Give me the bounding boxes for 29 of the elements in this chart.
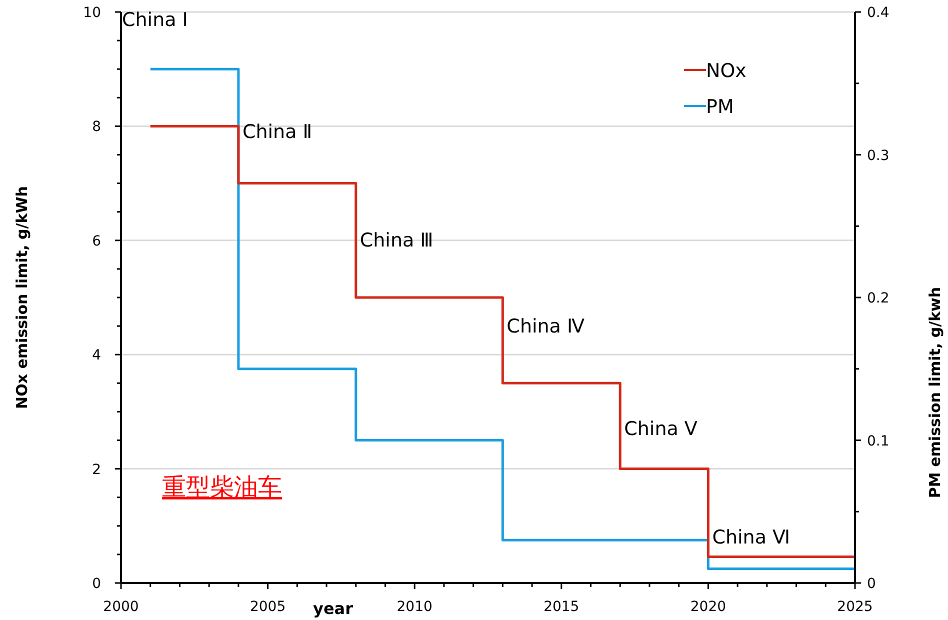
y-tick-label: 10 xyxy=(83,5,101,21)
y2-axis-title: PM emission limit, g/kwh xyxy=(926,286,944,498)
y-tick-label: 8 xyxy=(92,119,101,136)
annotation: China Ⅳ xyxy=(506,315,585,338)
y-tick-label: 0 xyxy=(92,576,101,592)
x-tick-label: 2015 xyxy=(544,599,580,615)
x-tick-label: 2010 xyxy=(396,599,432,615)
y-axis-title: NOx emission limit, g/kWh xyxy=(13,186,31,409)
y2-tick-label: 0.3 xyxy=(867,148,890,164)
y2-tick-label: 0.4 xyxy=(867,5,890,21)
x-tick-label: 2005 xyxy=(250,599,286,615)
y-tick-label: 4 xyxy=(92,348,102,364)
y-tick-label: 6 xyxy=(92,233,102,250)
annotation: 重型柴油车 xyxy=(162,473,282,501)
y2-tick-label: 0.2 xyxy=(867,290,890,306)
annotation: China Ⅱ xyxy=(242,121,312,144)
x-tick-label: 2020 xyxy=(690,599,726,615)
legend-label: PM xyxy=(706,96,734,118)
y-tick-label: 2 xyxy=(92,462,101,478)
y2-tick-label: 0.1 xyxy=(867,433,890,450)
x-axis-title: year xyxy=(313,599,354,618)
annotation: China Ⅵ xyxy=(712,526,790,549)
annotation: China Ⅴ xyxy=(624,418,698,440)
x-tick-label: 2025 xyxy=(837,599,873,615)
y2-tick-label: 0 xyxy=(867,576,876,592)
legend-label: NOx xyxy=(706,60,746,82)
annotation: China Ⅲ xyxy=(360,230,434,252)
x-tick-label: 2000 xyxy=(103,599,139,615)
annotation: China Ⅰ xyxy=(122,9,188,31)
